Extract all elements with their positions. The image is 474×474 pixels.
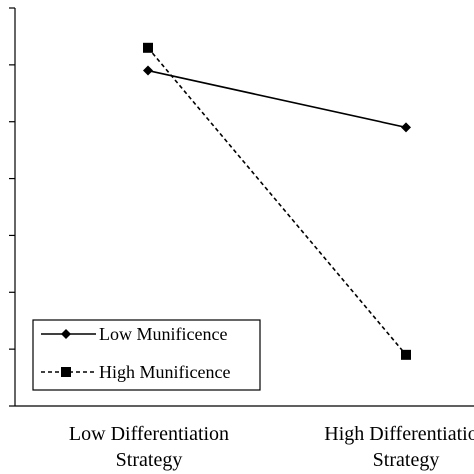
series-low-munificence [143, 65, 411, 133]
legend-swatch-square [61, 367, 71, 377]
series-line [147, 69, 407, 129]
series-line [147, 47, 407, 356]
x-tick-label: Low Differentiation Strategy [69, 423, 229, 471]
series-high-munificence [143, 42, 411, 360]
x-tick-labels: Low Differentiation Strategy High Differen… [69, 423, 474, 471]
legend-item: High Munificence [41, 362, 230, 382]
data-point-square [143, 42, 153, 53]
data-point-diamond [143, 65, 153, 76]
legend-label: High Munificence [99, 362, 230, 382]
legend: Low Munificence High Munificence [32, 319, 261, 391]
legend-swatch-diamond [61, 329, 71, 339]
series-layer [143, 42, 411, 360]
legend-label: Low Munificence [99, 324, 227, 344]
plot-frame [9, 7, 474, 407]
legend-item: Low Munificence [41, 324, 227, 344]
legend-items: Low Munificence High Munificence [41, 324, 230, 382]
data-point-diamond [401, 122, 411, 133]
y-axis-ticks [9, 7, 15, 407]
legend-box [32, 319, 261, 391]
x-tick-label: High Differentiation Strategy [324, 423, 474, 471]
data-point-square [401, 349, 411, 360]
